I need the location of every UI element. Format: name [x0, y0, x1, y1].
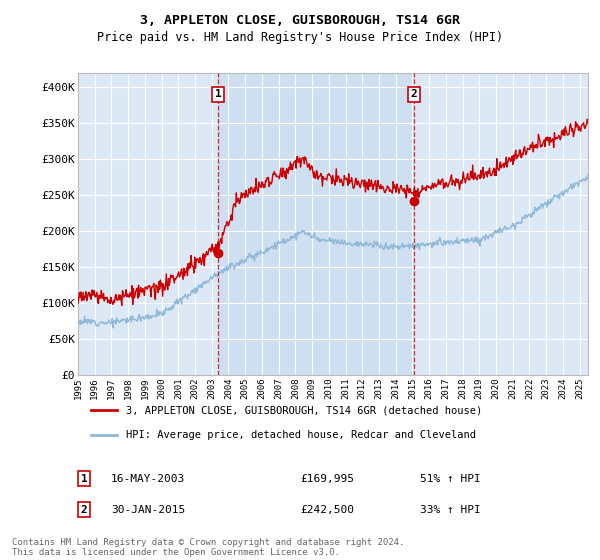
Text: Price paid vs. HM Land Registry's House Price Index (HPI): Price paid vs. HM Land Registry's House …	[97, 31, 503, 44]
Text: £169,995: £169,995	[300, 474, 354, 484]
Text: 3, APPLETON CLOSE, GUISBOROUGH, TS14 6GR (detached house): 3, APPLETON CLOSE, GUISBOROUGH, TS14 6GR…	[125, 405, 482, 416]
Text: 16-MAY-2003: 16-MAY-2003	[111, 474, 185, 484]
Bar	[218, 73, 414, 375]
Text: HPI: Average price, detached house, Redcar and Cleveland: HPI: Average price, detached house, Redc…	[125, 430, 476, 440]
Text: 1: 1	[215, 90, 221, 100]
Text: 30-JAN-2015: 30-JAN-2015	[111, 505, 185, 515]
Text: 1: 1	[80, 474, 88, 484]
Text: Contains HM Land Registry data © Crown copyright and database right 2024.
This d: Contains HM Land Registry data © Crown c…	[12, 538, 404, 557]
Text: 3, APPLETON CLOSE, GUISBOROUGH, TS14 6GR: 3, APPLETON CLOSE, GUISBOROUGH, TS14 6GR	[140, 14, 460, 27]
Text: 2: 2	[80, 505, 88, 515]
Text: 2: 2	[410, 90, 417, 100]
Text: 33% ↑ HPI: 33% ↑ HPI	[420, 505, 481, 515]
Text: £242,500: £242,500	[300, 505, 354, 515]
Text: 51% ↑ HPI: 51% ↑ HPI	[420, 474, 481, 484]
